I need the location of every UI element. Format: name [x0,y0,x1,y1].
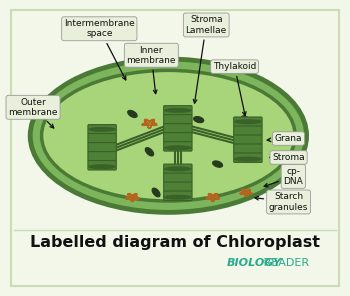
FancyBboxPatch shape [234,126,262,136]
Text: Inner
membrane: Inner membrane [127,46,176,94]
Ellipse shape [194,117,204,123]
Text: cp-
DNA: cp- DNA [264,167,303,187]
FancyBboxPatch shape [164,124,192,133]
Ellipse shape [241,116,251,123]
FancyBboxPatch shape [234,135,262,144]
Text: READER: READER [260,258,309,268]
Ellipse shape [164,167,191,171]
FancyBboxPatch shape [88,125,116,134]
Ellipse shape [234,157,261,161]
Ellipse shape [164,146,191,150]
Ellipse shape [89,165,116,169]
Text: Labelled diagram of Chloroplast: Labelled diagram of Chloroplast [30,235,320,250]
FancyBboxPatch shape [11,10,339,286]
Ellipse shape [128,110,137,118]
Text: BIOLOGY: BIOLOGY [227,258,282,268]
FancyBboxPatch shape [164,141,192,151]
Ellipse shape [152,188,160,197]
FancyBboxPatch shape [164,115,192,124]
FancyBboxPatch shape [88,152,116,161]
Text: Thylakoid: Thylakoid [213,62,256,115]
Ellipse shape [164,109,191,112]
Ellipse shape [212,161,223,167]
FancyBboxPatch shape [88,160,116,170]
FancyBboxPatch shape [234,117,262,126]
FancyBboxPatch shape [88,143,116,152]
Text: Stroma
Lamellae: Stroma Lamellae [186,15,227,103]
FancyBboxPatch shape [164,164,192,173]
Ellipse shape [42,70,295,201]
Text: Starch
granules: Starch granules [255,192,308,212]
FancyBboxPatch shape [234,144,262,153]
FancyBboxPatch shape [234,153,262,163]
FancyBboxPatch shape [164,182,192,192]
FancyBboxPatch shape [88,133,116,143]
Ellipse shape [145,148,154,156]
Ellipse shape [30,59,307,212]
FancyBboxPatch shape [164,133,192,142]
Text: Outer
membrane: Outer membrane [8,98,58,128]
Text: Intermembrane
space: Intermembrane space [64,19,135,80]
Ellipse shape [164,195,191,199]
FancyBboxPatch shape [164,173,192,183]
Ellipse shape [234,120,261,124]
Ellipse shape [89,127,116,131]
FancyBboxPatch shape [164,106,192,115]
Text: Grana: Grana [267,134,302,143]
Text: Stroma: Stroma [270,153,305,162]
FancyBboxPatch shape [164,191,192,200]
